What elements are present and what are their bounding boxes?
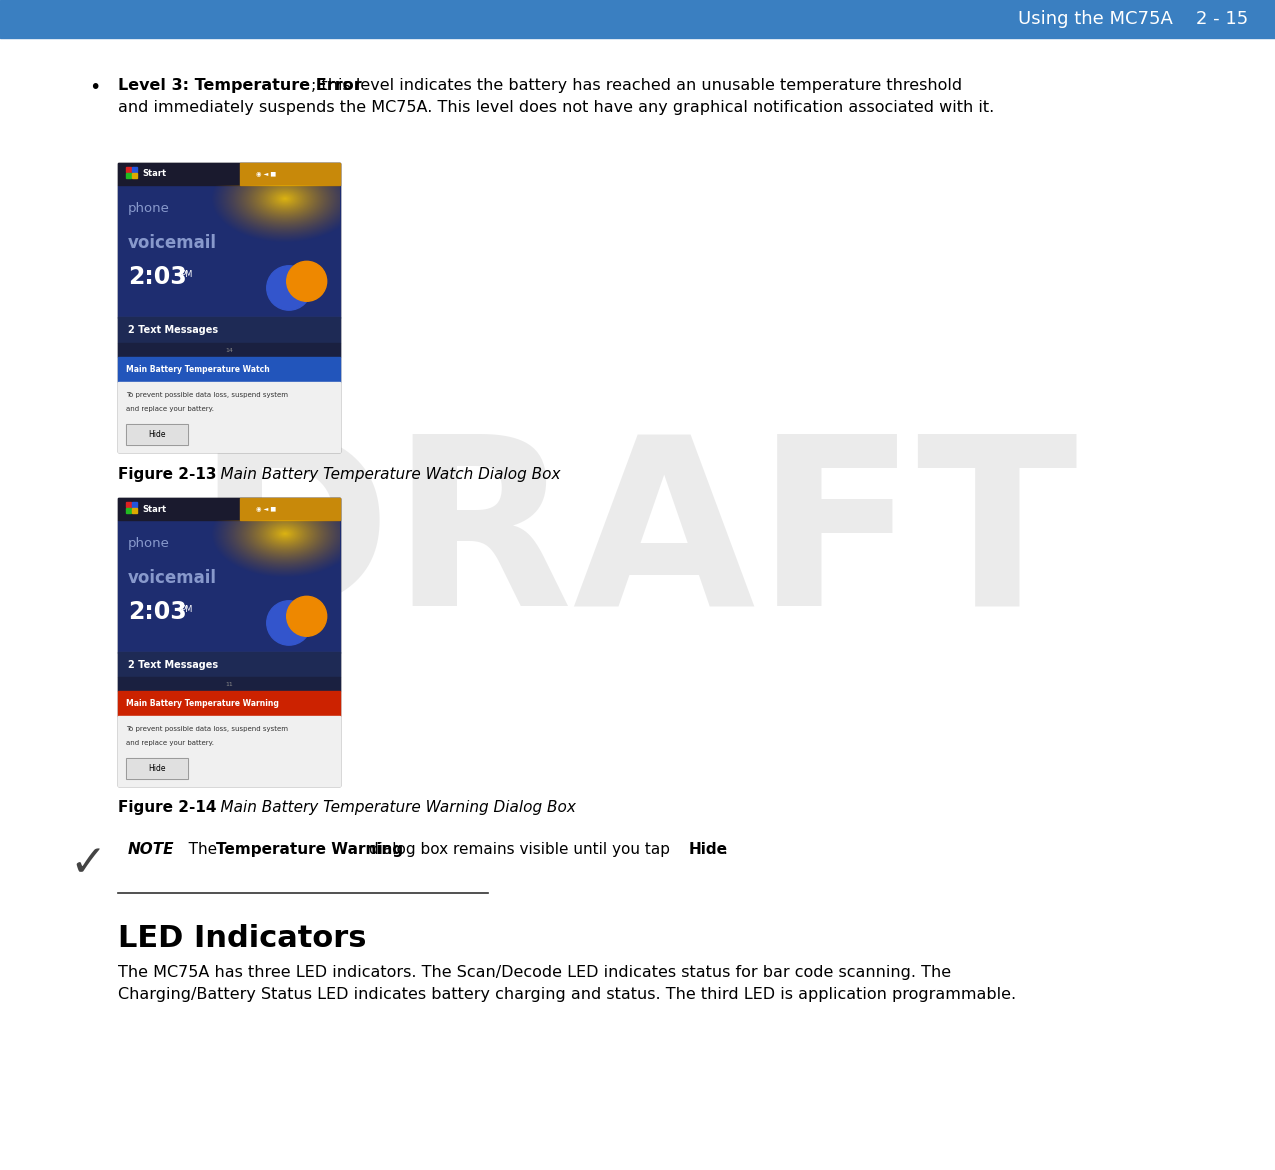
Bar (119, 519, 340, 652)
Text: 11: 11 (226, 681, 233, 687)
Bar (126, 167, 131, 172)
Bar (119, 691, 340, 716)
Text: Charging/Battery Status LED indicates battery charging and status. The third LED: Charging/Battery Status LED indicates ba… (119, 987, 1016, 1002)
Text: To prevent possible data loss, suspend system: To prevent possible data loss, suspend s… (126, 727, 288, 732)
Text: phone: phone (128, 537, 170, 550)
Bar (119, 498, 340, 786)
Text: Hide: Hide (148, 431, 166, 439)
Bar (240, 498, 340, 519)
Text: Temperature Warning: Temperature Warning (215, 842, 403, 856)
Bar (133, 502, 136, 507)
Text: and replace your battery.: and replace your battery. (126, 406, 214, 412)
Text: Hide: Hide (148, 764, 166, 773)
Text: Main Battery Temperature Warning: Main Battery Temperature Warning (126, 698, 279, 708)
Circle shape (287, 261, 326, 302)
Text: 2:03: 2:03 (128, 266, 186, 289)
Bar (119, 381, 340, 452)
Bar (126, 758, 187, 779)
Text: Figure 2-14: Figure 2-14 (119, 800, 217, 815)
Bar (126, 424, 187, 445)
Bar (240, 163, 340, 185)
Circle shape (287, 597, 326, 636)
Text: PM: PM (180, 270, 193, 280)
Text: and immediately suspends the MC75A. This level does not have any graphical notif: and immediately suspends the MC75A. This… (119, 99, 995, 115)
Bar (126, 508, 131, 512)
Text: voicemail: voicemail (128, 234, 217, 252)
Text: The MC75A has three LED indicators. The Scan/Decode LED indicates status for bar: The MC75A has three LED indicators. The … (119, 965, 951, 980)
Bar (119, 716, 340, 786)
Text: ✓: ✓ (69, 842, 107, 885)
Bar (119, 652, 340, 677)
Bar (126, 173, 131, 178)
Text: 2:03: 2:03 (128, 600, 186, 625)
Bar (126, 502, 131, 507)
Text: Using the MC75A    2 - 15: Using the MC75A 2 - 15 (1017, 11, 1248, 28)
Bar (119, 185, 340, 317)
Text: PM: PM (180, 605, 193, 614)
Text: LED Indicators: LED Indicators (119, 924, 366, 954)
Text: 14: 14 (226, 347, 233, 352)
Text: .: . (722, 842, 727, 856)
Text: Main Battery Temperature Watch Dialog Box: Main Battery Temperature Watch Dialog Bo… (201, 467, 561, 482)
Bar (119, 357, 340, 381)
Bar (119, 163, 340, 185)
Bar (119, 163, 340, 452)
Bar (133, 173, 136, 178)
Bar (133, 508, 136, 512)
Text: •: • (89, 78, 101, 97)
Bar (119, 317, 340, 343)
Bar (0, 0, 1275, 37)
Text: ◉ ◄ ■: ◉ ◄ ■ (256, 172, 275, 177)
Text: NOTE: NOTE (128, 842, 175, 856)
Text: ; this level indicates the battery has reached an unusable temperature threshold: ; this level indicates the battery has r… (311, 78, 963, 92)
Text: ◉ ◄ ■: ◉ ◄ ■ (256, 507, 275, 511)
Bar (119, 498, 339, 785)
Text: 2 Text Messages: 2 Text Messages (128, 325, 218, 335)
Text: Figure 2-13: Figure 2-13 (119, 467, 217, 482)
Text: phone: phone (128, 202, 170, 215)
Text: To prevent possible data loss, suspend system: To prevent possible data loss, suspend s… (126, 392, 288, 399)
Text: dialog box remains visible until you tap: dialog box remains visible until you tap (363, 842, 674, 856)
Text: Main Battery Temperature Watch: Main Battery Temperature Watch (126, 365, 270, 374)
Text: Level 3: Temperature Error: Level 3: Temperature Error (119, 78, 362, 92)
Text: DRAFT: DRAFT (195, 426, 1079, 654)
Text: Main Battery Temperature Warning Dialog Box: Main Battery Temperature Warning Dialog … (201, 800, 576, 815)
Text: 2 Text Messages: 2 Text Messages (128, 660, 218, 669)
Text: The: The (173, 842, 222, 856)
Text: Start: Start (142, 170, 166, 179)
Bar (119, 498, 340, 519)
Circle shape (266, 600, 311, 645)
Bar (119, 677, 340, 691)
Bar (119, 343, 340, 357)
Circle shape (266, 266, 311, 310)
Text: voicemail: voicemail (128, 569, 217, 587)
Text: and replace your battery.: and replace your battery. (126, 739, 214, 745)
Bar (119, 164, 339, 450)
Bar (133, 167, 136, 172)
Bar (126, 424, 187, 445)
Bar (126, 758, 187, 779)
Text: Start: Start (142, 504, 166, 514)
Text: Hide: Hide (688, 842, 728, 856)
